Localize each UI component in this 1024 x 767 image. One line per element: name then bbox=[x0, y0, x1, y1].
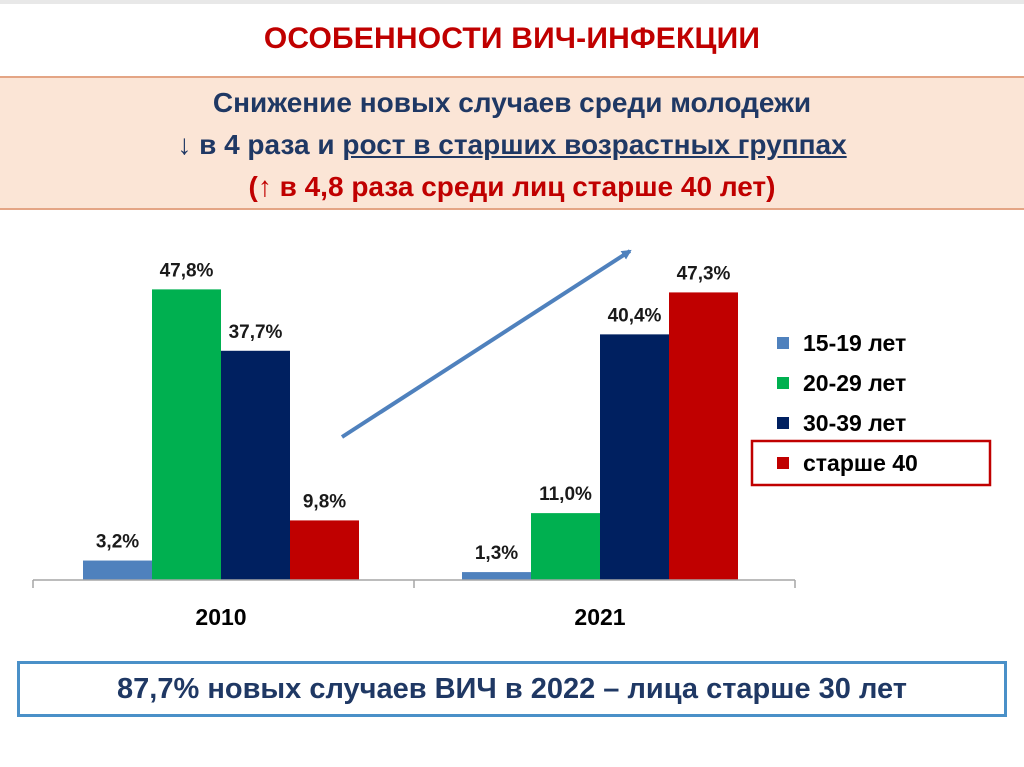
highlight-line-2-prefix: ↓ в 4 раза и bbox=[177, 129, 343, 160]
category-label: 2010 bbox=[195, 604, 246, 630]
data-label: 47,3% bbox=[677, 263, 731, 284]
legend-swatch bbox=[777, 377, 789, 389]
bars-layer bbox=[83, 289, 738, 580]
bar-2010-1 bbox=[83, 560, 152, 580]
summary-box: 87,7% новых случаев ВИЧ в 2022 – лица ст… bbox=[17, 661, 1007, 717]
legend-label: 30-39 лет bbox=[803, 410, 906, 436]
bar-2021-1 bbox=[462, 572, 531, 580]
bar-2010-2 bbox=[152, 289, 221, 580]
legend-label: старше 40 bbox=[803, 450, 918, 476]
data-label: 9,8% bbox=[303, 491, 346, 512]
bar-2021-2 bbox=[531, 513, 600, 580]
data-label: 40,4% bbox=[608, 305, 662, 326]
legend-label: 15-19 лет bbox=[803, 330, 906, 356]
legend-label: 20-29 лет bbox=[803, 370, 906, 396]
bar-2021-3 bbox=[600, 334, 669, 580]
data-label: 11,0% bbox=[539, 484, 592, 505]
legend-swatch bbox=[777, 337, 789, 349]
legend-swatch bbox=[777, 417, 789, 429]
highlight-line-1: Снижение новых случаев среди молодежи bbox=[212, 87, 812, 118]
data-label: 37,7% bbox=[229, 322, 283, 343]
page-title: ОСОБЕННОСТИ ВИЧ-ИНФЕКЦИИ bbox=[263, 22, 761, 55]
top-rule bbox=[0, 0, 1024, 4]
legend-swatch bbox=[777, 457, 789, 469]
data-labels-layer: 3,2% 47,8% 37,7% 9,8% 1,3% 11,0% 40,4% 47,3% bbox=[96, 260, 731, 564]
data-label: 3,2% bbox=[96, 532, 139, 553]
bar-2021-4 bbox=[669, 292, 738, 580]
highlight-line-2: ↓ в 4 раза и рост в старших возрастных г… bbox=[0, 124, 1024, 166]
highlight-line-3: (↑ в 4,8 раза среди лиц старше 40 лет) bbox=[248, 171, 776, 202]
trend-arrow-icon bbox=[340, 249, 632, 439]
bar-2010-4 bbox=[290, 520, 359, 580]
highlight-line-2-underlined: рост в старших возрастных группах bbox=[342, 129, 847, 160]
data-label: 1,3% bbox=[475, 543, 518, 564]
legend: 15-19 лет 20-29 лет 30-39 лет старше 40 bbox=[750, 330, 992, 487]
data-label: 47,8% bbox=[160, 260, 214, 281]
highlight-box: Снижение новых случаев среди молодежи ↓ … bbox=[0, 76, 1024, 210]
bar-2010-3 bbox=[221, 350, 290, 580]
legend-highlight-frame bbox=[750, 439, 992, 487]
category-label: 2021 bbox=[574, 604, 625, 630]
category-labels-layer: 2010 2021 bbox=[195, 604, 625, 630]
bar-chart: 3,2% 47,8% 37,7% 9,8% 1,3% 11,0% 40,4% 47,3% 20… bbox=[32, 249, 992, 630]
